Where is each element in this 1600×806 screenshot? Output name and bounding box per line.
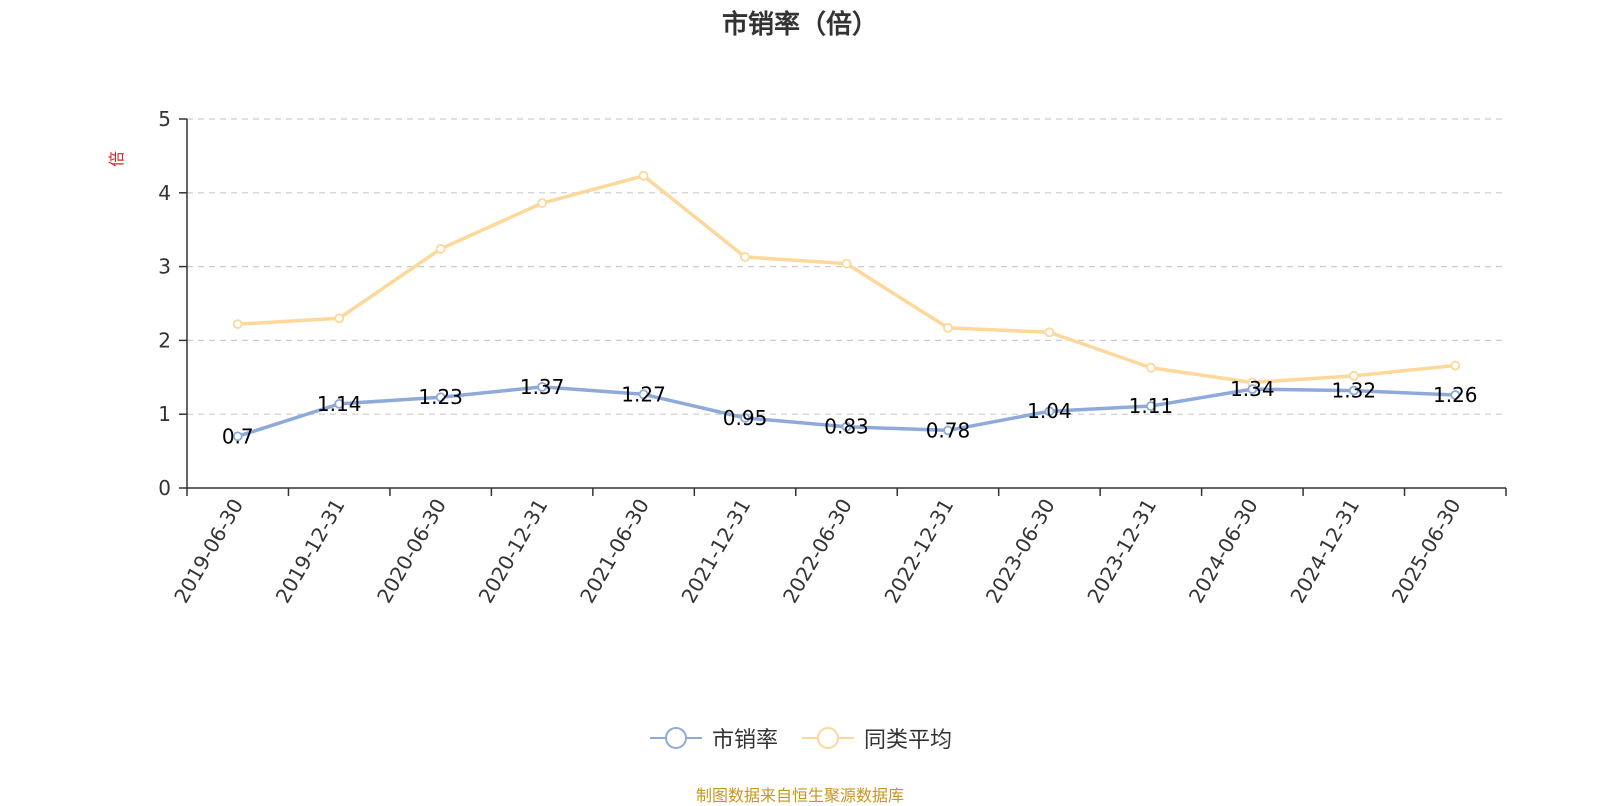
data-label: 0.83 — [824, 415, 869, 439]
legend: 市销率 同类平均 — [0, 722, 1600, 754]
x-tick-label: 2023-12-31 — [1082, 495, 1161, 608]
x-tick-label: 2024-12-31 — [1285, 495, 1364, 608]
series-point-1[interactable] — [435, 392, 446, 403]
x-tick-label: 2021-06-30 — [575, 495, 654, 608]
legend-item-series2[interactable]: 同类平均 — [800, 722, 952, 754]
series-point-2[interactable] — [334, 313, 345, 324]
series-point-1[interactable] — [1247, 384, 1258, 395]
data-label: 1.26 — [1433, 383, 1478, 407]
data-label: 1.27 — [621, 382, 666, 406]
series-point-2[interactable] — [1044, 327, 1055, 338]
data-label: 0.78 — [926, 418, 971, 442]
line-chart: 0 1 2 3 4 5 倍 2019-06-30 2019-12-31 2020-06-30 202… — [107, 107, 1507, 608]
data-label: 1.04 — [1027, 399, 1072, 423]
data-label: 1.11 — [1129, 394, 1174, 418]
legend-item-series1[interactable]: 市销率 — [648, 722, 778, 754]
series-point-2[interactable] — [537, 198, 548, 209]
x-tick-label: 2020-12-31 — [474, 495, 553, 608]
series-point-1[interactable] — [1044, 406, 1055, 417]
series-point-1[interactable] — [232, 431, 243, 442]
series-point-2[interactable] — [943, 322, 953, 333]
legend-series2-label: 同类平均 — [864, 728, 953, 753]
series-point-1[interactable] — [1348, 385, 1359, 396]
y-tick-label: 5 — [158, 107, 171, 131]
data-label: 0.7 — [222, 424, 254, 448]
data-label: 0.95 — [723, 406, 768, 430]
series-point-1[interactable] — [740, 412, 750, 423]
x-tick-label: 2020-06-30 — [372, 495, 451, 608]
series-point-2[interactable] — [740, 252, 750, 262]
y-tick-label: 0 — [158, 476, 171, 500]
x-tick-label: 2024-06-30 — [1184, 495, 1263, 608]
series-point-1[interactable] — [1450, 390, 1461, 400]
series-point-2[interactable] — [1348, 370, 1359, 381]
x-tick-label: 2023-06-30 — [981, 495, 1060, 608]
series-point-1[interactable] — [841, 421, 852, 432]
chart-title: 市销率（倍） — [721, 10, 878, 40]
source-note: 制图数据来自恒生聚源数据库 — [695, 786, 904, 805]
data-label: 1.37 — [520, 375, 565, 399]
x-tick-label: 2019-06-30 — [169, 495, 248, 608]
series-point-2[interactable] — [435, 243, 446, 254]
series-point-1[interactable] — [943, 425, 953, 436]
x-tick-label: 2019-12-31 — [271, 495, 350, 608]
y-tick-label: 4 — [158, 181, 171, 205]
data-label: 1.14 — [317, 392, 362, 416]
series-point-2[interactable] — [1145, 362, 1156, 373]
x-tick-label: 2022-06-30 — [778, 495, 857, 608]
data-label: 1.34 — [1230, 377, 1275, 401]
series-point-1[interactable] — [334, 398, 345, 409]
series-point-2[interactable] — [638, 170, 649, 181]
data-label: 1.23 — [418, 385, 463, 409]
series-point-2[interactable] — [841, 258, 852, 269]
series-point-1[interactable] — [537, 381, 548, 392]
series-line-2 — [237, 174, 1456, 385]
series-point-1[interactable] — [638, 389, 649, 400]
y-axis-label: 倍 — [107, 151, 126, 167]
legend-series2-icon — [802, 727, 854, 749]
y-tick-label: 3 — [158, 255, 171, 279]
x-tick-label: 2022-12-31 — [879, 495, 958, 608]
x-tick-label: 2025-06-30 — [1387, 495, 1466, 608]
legend-series1-icon — [649, 727, 702, 749]
series-point-2[interactable] — [1450, 360, 1461, 371]
y-tick-label: 2 — [158, 328, 171, 352]
data-label: 1.32 — [1332, 379, 1377, 403]
series-point-1[interactable] — [1145, 401, 1156, 411]
series-point-2[interactable] — [232, 319, 243, 330]
y-tick-label: 1 — [158, 402, 171, 426]
x-tick-label: 2021-12-31 — [676, 495, 755, 608]
legend-series1-label: 市销率 — [711, 728, 778, 753]
